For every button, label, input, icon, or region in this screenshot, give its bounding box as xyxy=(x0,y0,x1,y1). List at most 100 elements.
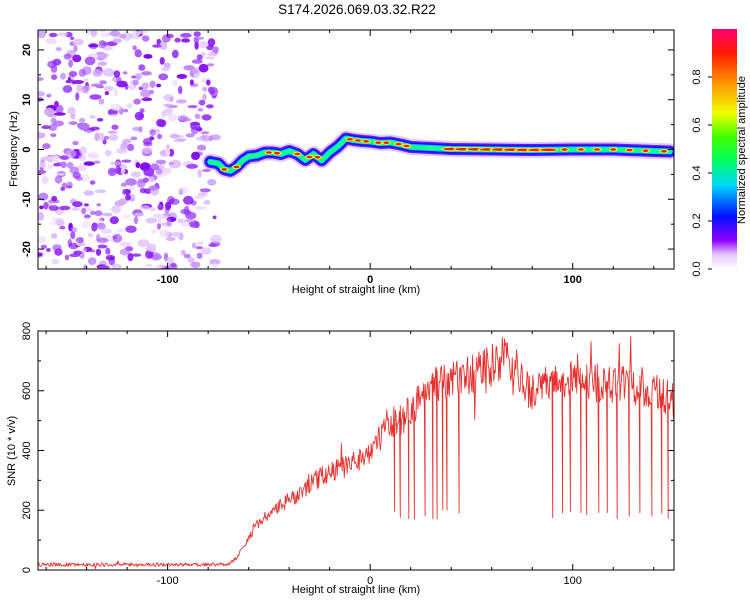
noise-blob xyxy=(91,223,98,232)
colorbar: 0.0 0.2 0.4 0.6 0.8 Normalized spectral ampl… xyxy=(691,29,748,277)
noise-blob xyxy=(193,31,201,37)
noise-blob xyxy=(158,73,169,81)
noise-blob xyxy=(113,88,118,97)
noise-blob xyxy=(100,30,106,33)
noise-blob xyxy=(112,235,118,240)
colorbar-tick-label: 0.4 xyxy=(691,165,703,180)
noise-blob xyxy=(132,126,141,132)
noise-blob xyxy=(133,212,145,217)
noise-blob xyxy=(83,161,95,166)
colorbar-tick-label: 0.0 xyxy=(691,261,703,276)
noise-blob xyxy=(181,38,191,43)
noise-blob xyxy=(121,159,132,163)
noise-blob xyxy=(196,252,203,259)
snr-ytick-label: 600 xyxy=(21,382,33,400)
noise-blob xyxy=(88,44,99,48)
noise-blob xyxy=(102,139,107,145)
noise-blob xyxy=(156,83,162,88)
noise-blob xyxy=(49,221,58,225)
noise-blob xyxy=(119,248,131,256)
hotspot-red xyxy=(395,142,402,146)
noise-blob xyxy=(145,217,158,224)
noise-blob xyxy=(141,97,153,102)
noise-blob xyxy=(164,108,174,113)
noise-blob xyxy=(183,195,194,205)
noise-blob xyxy=(126,103,133,109)
noise-blob xyxy=(191,151,200,161)
noise-blob xyxy=(168,198,180,205)
hotspot-red xyxy=(233,165,240,169)
hotspot-red xyxy=(610,148,617,151)
noise-blob xyxy=(194,195,205,199)
noise-blob xyxy=(65,31,73,38)
noise-blob xyxy=(38,77,44,81)
xtick-label: -100 xyxy=(157,274,179,286)
hotspot-red xyxy=(314,155,321,159)
noise-blob xyxy=(89,115,96,119)
noise-blob xyxy=(125,194,131,201)
noise-blob xyxy=(134,49,142,58)
noise-blob xyxy=(159,229,170,238)
noise-blob xyxy=(144,263,154,267)
hotspot-red xyxy=(642,149,649,152)
noise-blob xyxy=(116,228,125,233)
noise-blob xyxy=(109,216,119,225)
noise-blob xyxy=(38,192,49,201)
hotspot-red xyxy=(540,148,557,152)
noise-blob xyxy=(59,225,66,230)
noise-blob xyxy=(165,201,172,211)
noise-blob xyxy=(149,206,157,212)
hotspot-red xyxy=(403,144,410,148)
noise-blob xyxy=(141,71,152,76)
noise-blob xyxy=(191,59,203,64)
noise-blob xyxy=(192,242,197,249)
noise-blob xyxy=(39,205,44,210)
noise-blob xyxy=(202,86,208,92)
noise-blob xyxy=(207,38,216,47)
noise-blob xyxy=(94,189,107,194)
noise-blob xyxy=(136,179,146,188)
hotspot-red xyxy=(221,168,228,171)
noise-blob xyxy=(163,62,171,68)
noise-blob xyxy=(38,91,45,97)
ridge-hotspots xyxy=(219,137,669,172)
noise-blob xyxy=(81,220,91,229)
noise-blob xyxy=(122,189,127,196)
noise-blob xyxy=(190,121,201,130)
noise-blob xyxy=(187,30,194,34)
noise-blob xyxy=(190,261,201,268)
noise-blob xyxy=(96,118,104,122)
noise-blob xyxy=(89,180,96,185)
noise-blob xyxy=(47,165,54,170)
noise-blob xyxy=(44,107,55,117)
noise-blob xyxy=(55,47,62,52)
noise-blob xyxy=(51,258,60,265)
noise-blob xyxy=(97,265,110,269)
snr-frame xyxy=(37,330,675,571)
noise-blob xyxy=(122,71,128,75)
noise-blob xyxy=(43,201,49,210)
noise-blob xyxy=(193,221,200,229)
noise-blob xyxy=(81,207,87,215)
noise-blob xyxy=(86,30,92,34)
snr-ticks: -100 0 100 0 200 400 600 800 xyxy=(21,322,674,587)
noise-blob xyxy=(197,169,202,178)
noise-blob xyxy=(116,80,128,88)
noise-blob xyxy=(113,70,121,78)
noise-blob xyxy=(123,108,129,113)
noise-blob xyxy=(50,64,58,73)
noise-blob xyxy=(181,117,192,122)
noise-blob xyxy=(94,210,103,217)
noise-blob xyxy=(131,30,141,37)
ytick-label: -20 xyxy=(21,241,33,257)
noise-blob xyxy=(87,232,93,238)
noise-blob xyxy=(38,30,47,39)
noise-blob xyxy=(116,147,128,154)
noise-blob xyxy=(70,226,78,233)
noise-blob xyxy=(155,168,163,175)
noise-blob xyxy=(129,186,135,190)
noise-region xyxy=(38,30,222,269)
noise-blob xyxy=(185,133,195,138)
noise-blob xyxy=(140,89,151,98)
noise-blob xyxy=(98,52,110,59)
